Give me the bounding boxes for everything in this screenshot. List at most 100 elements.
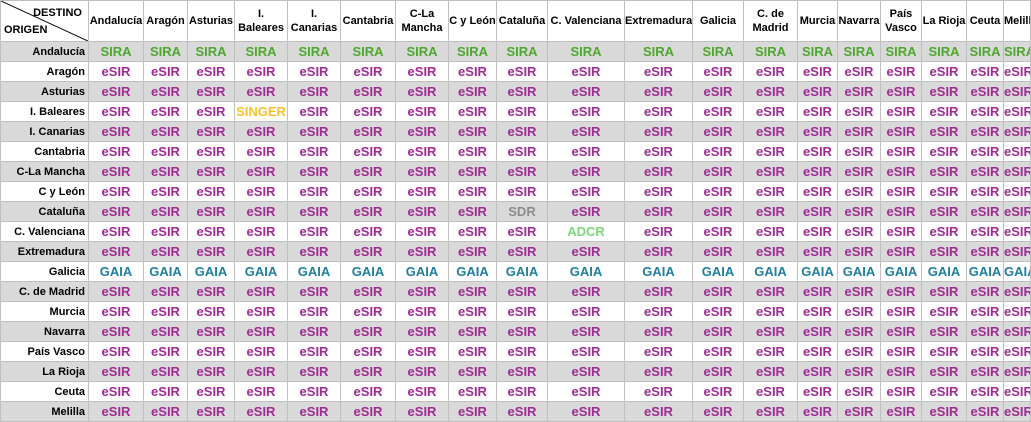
system-cell: eSIR <box>692 61 744 82</box>
system-cell: eSIR <box>624 61 693 82</box>
system-cell: eSIR <box>234 221 288 242</box>
system-cell: eSIR <box>837 161 881 182</box>
system-cell: SIRA <box>234 41 288 62</box>
system-cell: eSIR <box>547 401 625 422</box>
system-cell: eSIR <box>624 221 693 242</box>
system-cell: GAIA <box>287 261 341 282</box>
system-cell: eSIR <box>88 181 144 202</box>
column-header: Extremadura <box>624 0 693 42</box>
system-cell: eSIR <box>340 101 396 122</box>
system-cell: SIRA <box>496 41 548 62</box>
system-cell: eSIR <box>143 101 188 122</box>
system-cell: eSIR <box>448 181 497 202</box>
system-cell: eSIR <box>496 241 548 262</box>
system-cell: SIRA <box>287 41 341 62</box>
system-cell: eSIR <box>692 341 744 362</box>
system-cell: eSIR <box>837 121 881 142</box>
system-cell: eSIR <box>287 121 341 142</box>
table-row: Asturias eSIR eSIR eSIR eSIR eSIR eSIR eSIR eSIR… <box>0 81 1031 102</box>
system-cell: eSIR <box>624 101 693 122</box>
system-cell: eSIR <box>547 141 625 162</box>
system-cell: eSIR <box>797 321 838 342</box>
system-cell: eSIR <box>340 181 396 202</box>
table-row: C. de Madrid eSIR eSIR eSIR eSIR eSIR eSIR eSIR… <box>0 281 1031 302</box>
system-cell: eSIR <box>448 381 497 402</box>
system-cell: SIRA <box>395 41 449 62</box>
system-cell: GAIA <box>448 261 497 282</box>
system-cell: eSIR <box>921 121 967 142</box>
system-cell: eSIR <box>395 241 449 262</box>
system-cell: eSIR <box>143 341 188 362</box>
system-cell: eSIR <box>743 101 798 122</box>
table-row: Cantabria eSIR eSIR eSIR eSIR eSIR eSIR eSIR eSI… <box>0 141 1031 162</box>
table-row: I. Canarias eSIR eSIR eSIR eSIR eSIR eSIR eSIR e… <box>0 121 1031 142</box>
system-cell: eSIR <box>340 281 396 302</box>
system-cell: eSIR <box>234 301 288 322</box>
system-cell: eSIR <box>496 61 548 82</box>
system-cell: eSIR <box>797 181 838 202</box>
system-cell: eSIR <box>547 201 625 222</box>
system-cell: GAIA <box>624 261 693 282</box>
system-cell: eSIR <box>496 381 548 402</box>
system-cell: eSIR <box>837 381 881 402</box>
system-cell: eSIR <box>287 361 341 382</box>
system-cell: SIRA <box>448 41 497 62</box>
system-cell: eSIR <box>88 241 144 262</box>
system-cell: eSIR <box>448 361 497 382</box>
system-cell: eSIR <box>1003 161 1031 182</box>
system-cell: eSIR <box>743 201 798 222</box>
system-cell: SIRA <box>340 41 396 62</box>
system-cell: eSIR <box>1003 281 1031 302</box>
system-cell: eSIR <box>88 141 144 162</box>
system-cell: eSIR <box>797 341 838 362</box>
system-cell: eSIR <box>234 321 288 342</box>
system-cell: eSIR <box>143 321 188 342</box>
system-cell: eSIR <box>448 301 497 322</box>
row-header: Aragón <box>0 61 89 82</box>
table-row: Cataluña eSIR eSIR eSIR eSIR eSIR eSIR eSIR eSIR… <box>0 201 1031 222</box>
system-cell: eSIR <box>340 321 396 342</box>
system-cell: eSIR <box>234 381 288 402</box>
system-cell: eSIR <box>340 201 396 222</box>
system-cell: SIRA <box>547 41 625 62</box>
origen-label: ORIGEN <box>4 24 48 36</box>
system-cell: eSIR <box>797 221 838 242</box>
system-cell: eSIR <box>88 81 144 102</box>
system-cell: eSIR <box>880 241 922 262</box>
system-cell: eSIR <box>966 181 1004 202</box>
column-header: C y León <box>448 0 497 42</box>
system-cell: eSIR <box>287 381 341 402</box>
matrix-body: Andalucía SIRA SIRA SIRA SIRA SIRA SIRA SIRA SIR… <box>0 41 1031 422</box>
system-cell: eSIR <box>143 301 188 322</box>
system-cell: eSIR <box>340 301 396 322</box>
system-cell: eSIR <box>187 161 235 182</box>
system-cell: GAIA <box>837 261 881 282</box>
column-header: I. Canarias <box>287 0 341 42</box>
system-cell: eSIR <box>187 81 235 102</box>
system-cell: eSIR <box>395 381 449 402</box>
row-header: I. Baleares <box>0 101 89 122</box>
system-cell: eSIR <box>547 321 625 342</box>
system-cell: eSIR <box>287 301 341 322</box>
system-cell: eSIR <box>880 221 922 242</box>
system-cell: GAIA <box>143 261 188 282</box>
column-header: Andalucía <box>88 0 144 42</box>
system-cell: eSIR <box>143 121 188 142</box>
system-cell: eSIR <box>837 401 881 422</box>
system-cell: eSIR <box>340 221 396 242</box>
column-header: Ceuta <box>966 0 1004 42</box>
table-row: I. Baleares eSIR eSIR eSIR SINGER eSIR eSIR eSI… <box>0 101 1031 122</box>
system-cell: eSIR <box>837 341 881 362</box>
system-cell: eSIR <box>743 81 798 102</box>
system-cell: eSIR <box>547 281 625 302</box>
row-header: Navarra <box>0 321 89 342</box>
system-cell: eSIR <box>143 61 188 82</box>
system-cell: eSIR <box>624 181 693 202</box>
table-row: Murcia eSIR eSIR eSIR eSIR eSIR eSIR eSIR eSIR eS… <box>0 301 1031 322</box>
system-cell: eSIR <box>88 121 144 142</box>
system-cell: eSIR <box>187 61 235 82</box>
row-header: La Rioja <box>0 361 89 382</box>
system-cell: eSIR <box>340 61 396 82</box>
system-cell: eSIR <box>797 401 838 422</box>
